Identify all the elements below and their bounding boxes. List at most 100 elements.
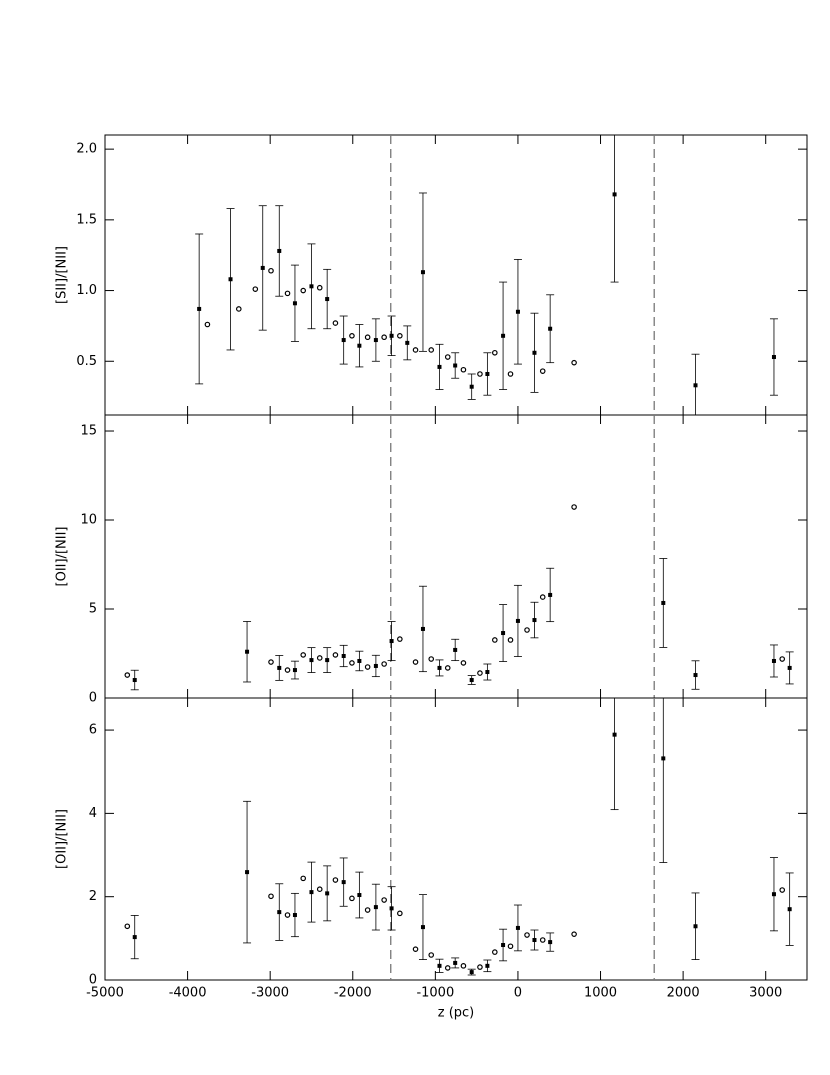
point	[485, 963, 490, 968]
point	[612, 732, 617, 737]
x-tick-label: -4000	[169, 986, 207, 1001]
point	[132, 678, 137, 683]
point	[548, 940, 553, 945]
point	[412, 347, 419, 353]
point	[245, 870, 250, 875]
point	[420, 925, 425, 930]
plot-area	[195, 135, 778, 415]
point	[332, 320, 339, 326]
y-tick-label: 15	[80, 424, 97, 439]
x-tick-label: -1000	[416, 986, 454, 1001]
point	[316, 284, 323, 291]
point	[349, 333, 355, 339]
point	[771, 355, 776, 360]
point	[332, 877, 339, 883]
point	[485, 371, 490, 376]
point	[612, 192, 617, 197]
point	[197, 306, 202, 311]
point	[779, 887, 786, 893]
point	[277, 910, 282, 915]
point	[453, 647, 458, 652]
point	[389, 333, 394, 338]
point	[469, 970, 474, 975]
point	[341, 653, 346, 658]
point	[252, 286, 259, 292]
point	[268, 267, 274, 274]
point	[428, 952, 435, 958]
y-tick-label: 2.0	[76, 142, 97, 157]
point	[397, 910, 403, 917]
plot-frame	[104, 134, 808, 416]
point	[460, 963, 467, 969]
point	[132, 935, 137, 940]
point	[515, 925, 520, 930]
point	[453, 960, 458, 965]
point	[235, 306, 242, 312]
point	[420, 270, 425, 275]
point	[437, 364, 442, 369]
plot-area	[124, 698, 794, 980]
point	[325, 658, 330, 663]
point	[397, 636, 403, 642]
point	[228, 277, 233, 282]
x-tick-label: -5000	[86, 986, 124, 1001]
point	[428, 656, 435, 662]
point	[124, 923, 131, 930]
y-tick-label: 1.0	[76, 283, 97, 298]
y-tick-label: 5	[89, 602, 97, 617]
y-tick-label: 6	[89, 723, 97, 738]
point	[332, 652, 339, 658]
y-tick-label: 4	[89, 806, 97, 821]
point	[444, 354, 451, 360]
x-axis-label: z (pc)	[438, 1006, 475, 1021]
point	[420, 626, 425, 631]
point	[284, 667, 291, 673]
point	[661, 600, 666, 605]
point	[245, 649, 250, 654]
point	[548, 592, 553, 597]
point	[524, 627, 530, 633]
point	[309, 284, 314, 289]
y-tick-label: 1.5	[76, 212, 97, 227]
point	[428, 347, 435, 353]
y-axis-label: [OII]/[NII]	[55, 527, 70, 587]
point	[492, 949, 498, 955]
x-tick-label: 0	[514, 986, 522, 1001]
point	[548, 326, 553, 331]
point	[787, 665, 792, 670]
point	[373, 338, 378, 343]
plot-frame	[104, 414, 808, 699]
point	[373, 905, 378, 910]
point	[532, 618, 537, 623]
point	[693, 673, 698, 678]
point	[492, 637, 498, 643]
point	[571, 504, 577, 510]
point	[460, 660, 467, 666]
point	[341, 880, 346, 885]
y-tick-label: 0.5	[76, 354, 97, 369]
point	[515, 618, 520, 623]
point	[437, 665, 442, 670]
point	[284, 912, 291, 918]
point	[501, 631, 506, 636]
point	[453, 363, 458, 368]
point	[300, 875, 307, 882]
point	[507, 637, 514, 643]
y-tick-label: 0	[89, 691, 97, 706]
point	[309, 658, 314, 663]
point	[477, 371, 483, 377]
point	[501, 333, 506, 338]
point	[357, 658, 362, 663]
x-tick-label: 2000	[667, 986, 700, 1001]
x-tick-label: 1000	[584, 986, 617, 1001]
point	[571, 359, 577, 366]
x-tick-label: -3000	[251, 986, 289, 1001]
point	[693, 924, 698, 929]
point	[405, 340, 410, 345]
point	[364, 334, 371, 341]
point	[539, 594, 546, 600]
point	[444, 965, 451, 971]
point	[204, 321, 211, 328]
point	[316, 886, 323, 892]
point	[515, 309, 520, 314]
